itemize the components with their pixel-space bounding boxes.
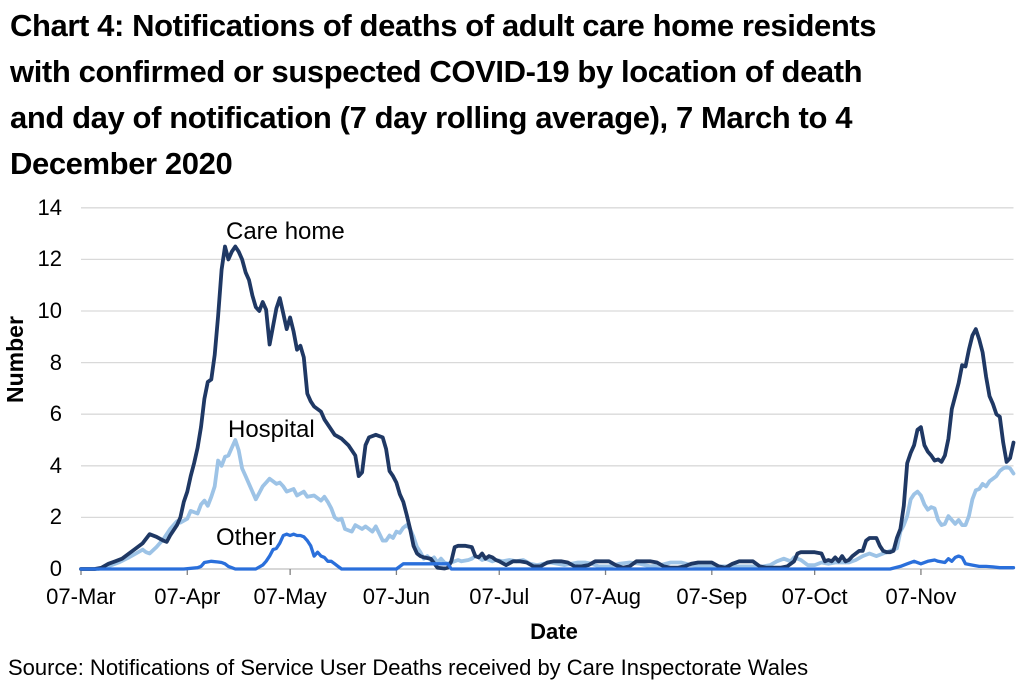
y-tick-label: 2 (49, 504, 62, 530)
y-tick-label: 14 (37, 194, 62, 220)
x-tick-label: 07-Aug (570, 584, 641, 609)
y-axis-title: Number (2, 316, 28, 403)
series-line-care-home (79, 244, 1016, 571)
x-tick-label: 07-Apr (154, 584, 221, 609)
x-axis-title: Date (530, 619, 578, 644)
x-tick-label: 07-Jul (469, 584, 530, 609)
chart-title-line-2: with confirmed or suspected COVID-19 by … (10, 54, 863, 89)
series-line-other (79, 532, 1016, 571)
y-tick-label: 8 (49, 349, 62, 375)
y-tick-label: 6 (49, 401, 62, 427)
chart-title-line-1: Chart 4: Notifications of deaths of adul… (10, 8, 877, 43)
x-tick-label: 07-Mar (46, 584, 116, 609)
y-tick-label: 12 (37, 246, 62, 272)
source-note: Source: Notifications of Service User De… (8, 655, 809, 680)
series-line-hospital (79, 438, 1016, 571)
chart-title: Chart 4: Notifications of deaths of adul… (10, 3, 1034, 187)
x-tick-label: 07-Jun (362, 584, 431, 609)
chart-title-line-3: and day of notification (7 day rolling a… (10, 100, 853, 135)
y-tick-label: 0 (49, 556, 62, 581)
x-tick-label: 07-May (253, 584, 327, 609)
y-tick-label: 10 (37, 298, 62, 323)
x-tick-label: 07-Nov (885, 584, 957, 609)
series-label-other: Other (216, 524, 277, 551)
x-tick-label: 07-Oct (781, 584, 848, 609)
series-label-care-home: Care home (226, 218, 345, 245)
y-tick-label: 4 (49, 452, 62, 478)
series-label-hospital: Hospital (228, 416, 315, 443)
x-tick-label: 07-Sep (676, 584, 748, 609)
chart-title-line-4: December 2020 (10, 146, 233, 181)
